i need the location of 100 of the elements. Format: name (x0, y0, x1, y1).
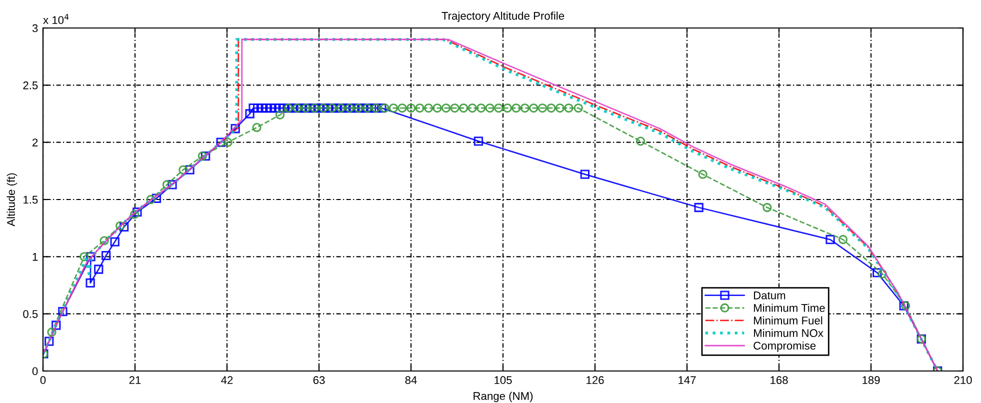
point (306, 103, 315, 113)
y-tick-label: 2.5 (23, 81, 38, 90)
y-tick-label: 3 (32, 24, 38, 32)
point (58, 306, 68, 316)
point (52, 320, 61, 330)
point (132, 207, 142, 217)
point (580, 170, 590, 179)
point (398, 103, 407, 113)
point (266, 103, 276, 113)
point (694, 202, 704, 212)
point (323, 103, 332, 113)
point (450, 103, 460, 113)
y-tick-label: 1.5 (24, 196, 38, 204)
point (574, 103, 583, 113)
x-tick-label: 84 (405, 376, 417, 384)
point (275, 110, 285, 120)
legend-label: Compromise (754, 341, 816, 352)
point (529, 103, 538, 113)
point (100, 236, 109, 246)
legend-label: Minimum Time (754, 304, 825, 312)
point (424, 103, 434, 113)
point (86, 252, 96, 262)
point (432, 103, 442, 113)
point (168, 180, 177, 190)
point (253, 103, 262, 113)
x-axis-title: Range (NM) (474, 392, 533, 402)
text: x 10$^{4}$ (43, 14, 69, 24)
point (178, 165, 188, 174)
x-tick-label: 63 (313, 376, 325, 384)
point (878, 269, 887, 278)
point (762, 202, 772, 212)
point (474, 136, 484, 146)
point (377, 103, 386, 113)
y-axis-title: Altitude (ft) (6, 173, 18, 226)
point (406, 103, 416, 113)
point (468, 103, 477, 113)
point (415, 103, 424, 113)
point (44, 336, 54, 346)
point (257, 103, 267, 113)
point (636, 136, 646, 146)
point (130, 210, 140, 219)
point (198, 151, 208, 161)
legend-label: Minimum NOx (754, 328, 824, 338)
point (116, 221, 125, 230)
y-tick-label: 0 (32, 367, 38, 376)
point (494, 103, 504, 113)
point (152, 194, 162, 203)
point (185, 165, 194, 174)
point (538, 103, 548, 113)
point (80, 252, 89, 262)
point (340, 103, 350, 113)
x-tick-label: 105 (494, 376, 512, 384)
point (872, 268, 882, 278)
point (520, 103, 530, 113)
y-tick-label: 2 (32, 138, 38, 146)
y-tick-label: 0.5 (23, 310, 38, 318)
point (245, 109, 254, 118)
point (288, 103, 298, 113)
point (200, 151, 210, 161)
point (485, 103, 494, 113)
x-tick-label: 42 (221, 376, 233, 384)
point (349, 103, 359, 113)
point (441, 103, 451, 113)
point (162, 180, 172, 190)
point (838, 234, 848, 244)
legend-label: Minimum Fuel (754, 316, 822, 324)
point (248, 103, 258, 113)
point (546, 103, 556, 113)
point (262, 103, 272, 113)
point (698, 170, 708, 179)
point (458, 103, 468, 113)
point (502, 103, 512, 113)
point (47, 328, 56, 337)
x-tick-label: 126 (586, 376, 604, 384)
x-tick-label: 168 (770, 376, 788, 384)
point (380, 103, 390, 113)
x-tick-label: 189 (862, 376, 880, 384)
x-tick-label: 0 (40, 376, 46, 384)
point (358, 103, 368, 113)
legend-label: Datum (754, 292, 786, 300)
point (314, 103, 324, 113)
point (512, 103, 521, 113)
point (279, 103, 289, 113)
point (119, 222, 129, 232)
y-tick-label: 1 (32, 253, 38, 261)
point (564, 103, 574, 113)
point (555, 103, 565, 113)
point (146, 194, 156, 204)
point (102, 250, 111, 260)
point (223, 138, 232, 147)
point (826, 234, 835, 244)
point (230, 124, 240, 134)
point (94, 264, 104, 274)
point (332, 103, 342, 113)
point (86, 278, 95, 288)
point (476, 103, 486, 113)
x-tick-label: 21 (129, 376, 141, 384)
point (274, 103, 284, 113)
point (252, 122, 262, 132)
point (388, 103, 398, 113)
